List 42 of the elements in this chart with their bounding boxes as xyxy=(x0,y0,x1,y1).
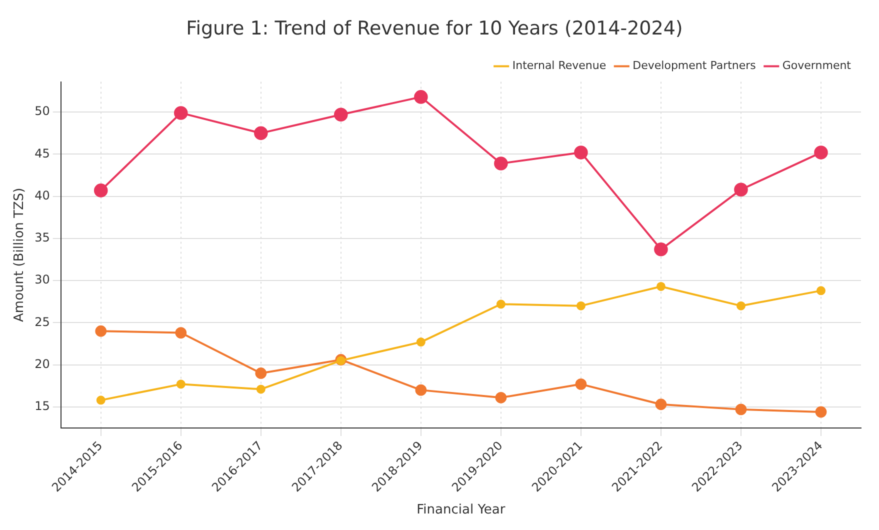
point xyxy=(95,325,107,337)
y-tick-label: 15 xyxy=(34,399,50,414)
point xyxy=(655,398,667,410)
point xyxy=(734,182,748,197)
point xyxy=(816,286,826,296)
y-tick-label: 35 xyxy=(34,230,50,245)
point xyxy=(414,90,428,104)
point xyxy=(654,242,668,256)
point xyxy=(175,327,187,338)
y-tick-label: 40 xyxy=(34,188,50,202)
point xyxy=(96,396,106,405)
y-axis-title: Amount (Billion TZS) xyxy=(12,188,28,322)
point xyxy=(176,380,186,389)
point xyxy=(494,156,508,170)
legend-label: Internal Revenue xyxy=(512,59,606,72)
point xyxy=(575,378,587,390)
point xyxy=(656,282,666,291)
point xyxy=(255,368,267,379)
point xyxy=(814,146,828,160)
point xyxy=(574,146,588,160)
legend-label: Development Partners xyxy=(632,59,756,72)
point xyxy=(576,301,586,310)
chart-title: Figure 1: Trend of Revenue for 10 Years (2014-2024) xyxy=(186,17,683,40)
point xyxy=(256,384,266,394)
point xyxy=(254,126,268,140)
legend-label: Government xyxy=(782,59,852,72)
point xyxy=(416,338,426,347)
point xyxy=(815,406,827,418)
y-tick-label: 30 xyxy=(34,272,50,287)
point xyxy=(736,301,746,310)
point xyxy=(495,392,507,404)
y-tick-label: 20 xyxy=(34,356,50,371)
point xyxy=(174,106,188,120)
point xyxy=(735,404,747,416)
point xyxy=(496,300,506,309)
y-tick-label: 25 xyxy=(34,314,50,329)
point xyxy=(415,384,427,396)
point xyxy=(94,184,108,198)
point xyxy=(334,108,348,122)
x-axis-title: Financial Year xyxy=(416,502,506,518)
y-tick-label: 45 xyxy=(34,146,50,160)
y-tick-label: 50 xyxy=(34,104,50,118)
